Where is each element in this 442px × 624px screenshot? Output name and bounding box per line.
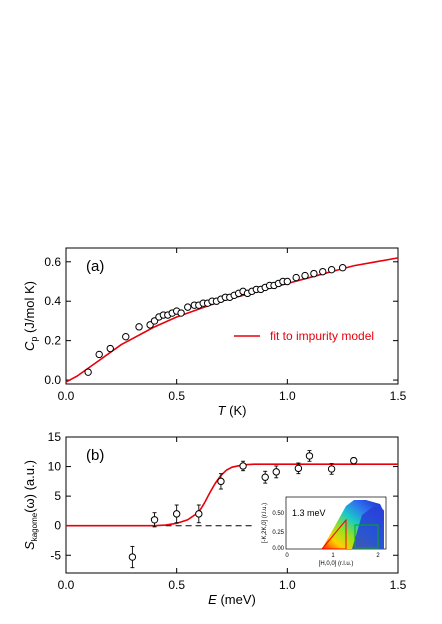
y-tick-label: -5 <box>50 548 61 562</box>
inset-x-tick: 0 <box>285 553 289 559</box>
x-tick-label: 0.0 <box>58 389 75 403</box>
inset-y-tick: 0.50 <box>272 511 284 517</box>
data-point <box>239 462 247 470</box>
inset-energy-label: 1.3 meV <box>292 508 326 518</box>
inset-heatmap: 1.3 meV 0 1 2 0.00 0.25 0.50 [H,0,0] (r.… <box>262 496 387 567</box>
tick-marks <box>65 248 399 384</box>
data-point <box>150 516 159 524</box>
y-tick-label: 0.6 <box>44 255 61 269</box>
panel-a: 0.0 0.5 1.0 1.5 0.0 0.2 0.4 0.6 (a) fit to imp… <box>22 247 407 418</box>
x-tick-labels: 0.0 0.5 1.0 1.5 <box>58 578 407 592</box>
plot-frame <box>65 247 399 385</box>
inset-y-tick: 0.25 <box>272 530 284 536</box>
data-point <box>106 344 114 353</box>
inset-x-label: [H,0,0] (r.l.u.) <box>319 561 354 567</box>
data-point <box>95 350 103 359</box>
y-tick-labels: 0.0 0.2 0.4 0.6 <box>44 255 61 387</box>
inset-x-tick: 2 <box>376 553 380 559</box>
plot-frame <box>65 436 399 574</box>
y-tick-label: 0.4 <box>44 294 61 308</box>
panel-label: (b) <box>86 447 104 464</box>
inset-blue-region <box>352 506 384 549</box>
inset-red-box <box>320 518 347 550</box>
inset-y-label: [-K,2K,0] (r.l.u.) <box>262 503 268 543</box>
legend-label: fit to impurity model <box>270 329 374 343</box>
inset-x-tick: 1 <box>331 553 335 559</box>
y-tick-label: 0 <box>54 519 61 533</box>
data-point <box>172 510 181 518</box>
data-point <box>301 271 309 280</box>
data-point <box>135 323 143 331</box>
y-axis-label: Skagome(ω) (a.u.) <box>22 460 39 550</box>
panel-label: (a) <box>86 258 104 275</box>
y-tick-label: 0.0 <box>44 373 61 387</box>
data-point <box>195 510 203 518</box>
data-points <box>128 450 358 569</box>
data-point <box>305 452 314 460</box>
inset-y-tick: 0.00 <box>272 546 284 552</box>
data-point <box>310 269 318 278</box>
data-point <box>84 368 92 376</box>
data-point <box>327 265 336 274</box>
data-point <box>283 277 292 286</box>
tick-marks <box>65 436 399 573</box>
data-point <box>292 273 300 282</box>
x-tick-label: 1.0 <box>279 578 296 592</box>
data-point <box>128 553 137 561</box>
data-point <box>122 332 130 341</box>
data-point <box>261 473 269 481</box>
x-axis-label: T (K) <box>218 403 247 418</box>
x-tick-label: 1.5 <box>390 578 407 592</box>
data-point <box>177 309 185 317</box>
y-tick-label: 0.2 <box>44 334 61 348</box>
x-tick-label: 1.5 <box>390 389 407 403</box>
x-tick-label: 1.0 <box>279 389 296 403</box>
fit-curve <box>65 257 399 383</box>
y-tick-label: 5 <box>54 489 61 503</box>
data-point <box>294 464 303 473</box>
data-point <box>338 264 347 272</box>
y-tick-labels: -5 0 5 10 15 <box>48 430 62 562</box>
x-axis-label: E (meV) <box>208 592 256 607</box>
x-tick-label: 0.5 <box>168 578 185 592</box>
x-tick-labels: 0.0 0.5 1.0 1.5 <box>58 389 407 403</box>
y-tick-label: 15 <box>48 430 62 444</box>
data-point <box>184 303 192 311</box>
data-point <box>327 465 336 473</box>
y-tick-label: 10 <box>48 460 62 474</box>
data-point <box>319 267 327 276</box>
inset-green-box <box>354 524 379 549</box>
x-tick-label: 0.5 <box>168 389 185 403</box>
data-point <box>217 477 225 486</box>
data-point <box>272 468 280 476</box>
fit-curve <box>66 463 398 527</box>
y-axis-label: Cp (J/mol K) <box>22 281 39 351</box>
data-points <box>84 264 347 376</box>
x-tick-label: 0.0 <box>58 578 75 592</box>
data-point <box>350 456 358 465</box>
